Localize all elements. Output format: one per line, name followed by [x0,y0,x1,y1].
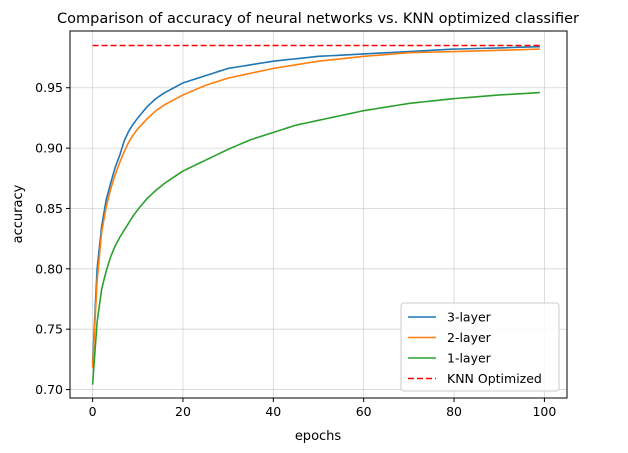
y-tick-label: 0.90 [35,141,63,156]
legend-label: 2-layer [447,330,492,345]
y-axis-ticks: 0.70 0.75 0.80 0.85 0.90 0.95 [35,80,70,397]
legend: 3-layer 2-layer 1-layer KNN Optimized [400,302,560,392]
legend-box [400,302,560,392]
legend-items: 3-layer 2-layer 1-layer KNN Optimized [408,310,542,386]
y-axis-label: accuracy [11,184,26,243]
x-tick-label: 80 [446,404,462,419]
legend-label: KNN Optimized [447,371,542,386]
x-axis-label: epochs [295,429,342,444]
series-lines [91,44,540,385]
x-tick-label: 100 [532,404,556,419]
x-tick-label: 0 [89,404,97,419]
chart-title: Comparison of accuracy of neural network… [57,11,579,27]
legend-label: 1-layer [447,351,492,366]
y-tick-label: 0.85 [35,201,63,216]
series-line-1-layer [91,91,540,385]
x-axis-ticks: 0 20 40 60 80 100 [89,398,556,419]
x-tick-label: 40 [265,404,281,419]
legend-label: 3-layer [447,310,492,325]
y-tick-label: 0.70 [35,382,63,397]
y-tick-label: 0.80 [35,261,63,276]
x-tick-label: 60 [356,404,372,419]
y-tick-label: 0.95 [35,80,63,95]
x-tick-label: 20 [175,404,191,419]
series-line-3-layer [91,45,540,364]
plot-frame [69,30,568,399]
grid-lines [70,31,567,398]
series-line-2-layer [91,48,540,368]
y-tick-label: 0.75 [35,322,63,337]
